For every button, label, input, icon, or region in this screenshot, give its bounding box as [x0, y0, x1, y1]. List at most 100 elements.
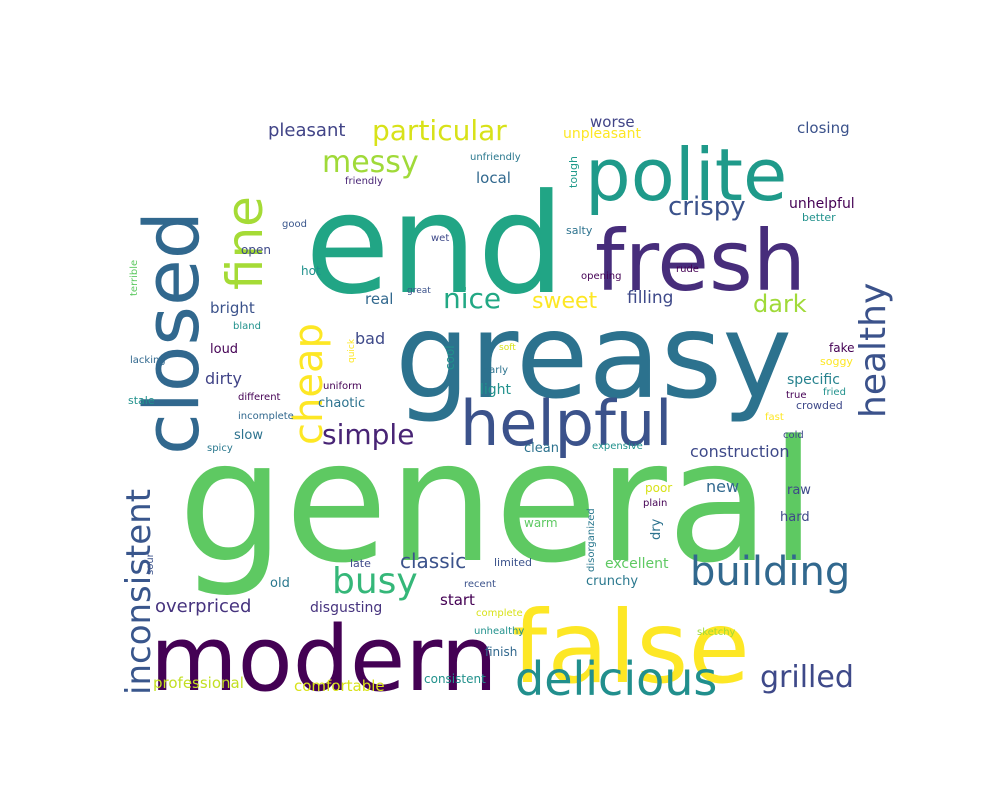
word-construction: construction	[690, 442, 790, 461]
word-bad: bad	[355, 329, 385, 348]
word-greasy: greasy	[395, 287, 792, 425]
word-consistent: consistent	[424, 672, 486, 686]
word-fine: fine	[216, 196, 274, 290]
word-overpriced: overpriced	[155, 596, 251, 617]
word-closed: closed	[127, 211, 216, 455]
word-crunchy: crunchy	[586, 574, 638, 589]
word-good: good	[282, 219, 307, 230]
word-specific: specific	[787, 372, 840, 388]
word-building: building	[690, 549, 850, 595]
word-old: old	[270, 576, 290, 591]
word-dry: dry	[649, 518, 664, 540]
word-friendly: friendly	[345, 176, 383, 187]
word-cheap: cheap	[286, 323, 332, 445]
word-soggy: soggy	[820, 355, 853, 368]
word-sketchy: sketchy	[697, 627, 736, 638]
word-true: true	[786, 390, 807, 401]
word-sour: sour	[145, 552, 156, 575]
word-quick: quick	[347, 338, 357, 363]
word-start: start	[440, 591, 475, 609]
word-soft: soft	[499, 343, 516, 353]
word-expensive: expensive	[592, 441, 643, 452]
word-cold: cold	[783, 430, 804, 441]
word-hard: hard	[780, 510, 810, 525]
word-local: local	[476, 169, 511, 187]
word-raw: raw	[787, 483, 811, 498]
word-tough: tough	[567, 156, 580, 188]
word-professional: professional	[153, 674, 244, 692]
word-end: end	[305, 164, 565, 325]
word-crowded: crowded	[796, 399, 843, 412]
word-unhealthy: unhealthy	[474, 626, 524, 637]
word-bland: bland	[233, 321, 261, 332]
word-early: early	[483, 365, 508, 376]
word-hot: hot	[301, 264, 321, 278]
word-pleasant: pleasant	[268, 120, 345, 141]
word-disgusting: disgusting	[310, 600, 382, 616]
word-lacking: lacking	[130, 355, 166, 366]
word-helpful: helpful	[460, 387, 672, 460]
word-stale: stale	[128, 394, 155, 407]
word-fake: fake	[829, 341, 854, 355]
word-uniform: uniform	[323, 381, 362, 392]
word-filling: filling	[627, 288, 673, 308]
word-closing: closing	[797, 119, 850, 137]
word-fried: fried	[823, 387, 846, 398]
word-chaotic: chaotic	[318, 396, 365, 411]
word-clean: clean	[524, 441, 559, 456]
word-finish: finish	[485, 645, 517, 659]
word-delicious: delicious	[515, 652, 717, 706]
word-warm: warm	[524, 516, 558, 530]
word-loud: loud	[210, 342, 238, 357]
word-excellent: excellent	[605, 556, 669, 572]
word-poor: poor	[645, 481, 672, 495]
word-fresh: fresh	[595, 212, 806, 310]
word-crispy: crispy	[668, 192, 746, 222]
word-unfriendly: unfriendly	[470, 152, 521, 163]
word-limited: limited	[494, 556, 532, 569]
word-comfortable: comfortable	[294, 677, 385, 695]
word-simple: simple	[322, 418, 414, 451]
word-cool: cool	[443, 345, 457, 370]
word-open: open	[241, 243, 271, 257]
word-spicy: spicy	[207, 443, 233, 454]
word-plain: plain	[643, 498, 667, 509]
word-real: real	[365, 290, 393, 308]
word-false: false	[512, 589, 750, 706]
word-polite: polite	[585, 133, 787, 217]
word-particular: particular	[372, 114, 507, 147]
word-unhelpful: unhelpful	[789, 196, 855, 212]
word-busy: busy	[332, 561, 418, 602]
word-salty: salty	[566, 224, 593, 237]
word-messy: messy	[322, 145, 419, 180]
word-rude: rude	[676, 264, 699, 275]
word-light: light	[480, 382, 512, 398]
word-complete: complete	[476, 608, 523, 619]
word-modern: modern	[150, 607, 498, 712]
word-bright: bright	[210, 299, 255, 317]
word-unpleasant: unpleasant	[563, 126, 641, 142]
word-opening: opening	[581, 271, 621, 282]
word-sweet: sweet	[532, 289, 598, 314]
word-worse: worse	[590, 113, 635, 131]
word-terrible: terrible	[129, 260, 140, 296]
word-late: late	[350, 557, 371, 570]
word-general: general	[178, 404, 817, 600]
word-recent: recent	[464, 579, 496, 590]
word-nice: nice	[443, 282, 501, 315]
word-different: different	[238, 392, 281, 403]
word-slow: slow	[234, 428, 263, 443]
word-dark: dark	[753, 290, 807, 318]
word-grilled: grilled	[760, 660, 854, 695]
word-disorganized: disorganized	[586, 508, 597, 572]
word-dirty: dirty	[205, 369, 242, 388]
word-wet: wet	[431, 233, 449, 244]
word-better: better	[802, 211, 836, 224]
word-new: new	[706, 477, 739, 496]
word-fast: fast	[765, 412, 784, 423]
word-classic: classic	[400, 549, 466, 573]
word-incomplete: incomplete	[238, 411, 294, 422]
